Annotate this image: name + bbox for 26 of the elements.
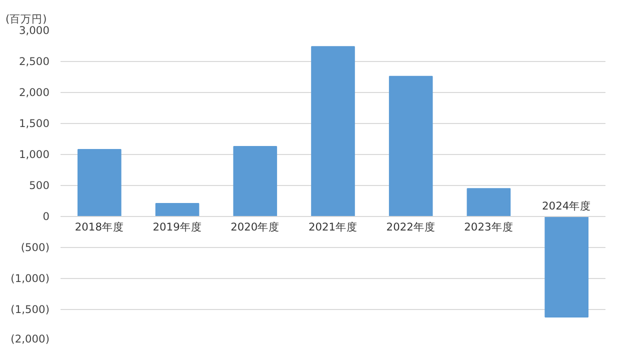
y-tick-label: (1,000)	[10, 272, 50, 285]
x-tick-label: 2022年度	[386, 220, 436, 234]
y-axis-title: (百万円)	[6, 12, 47, 26]
y-tick-label: 1,500	[18, 117, 50, 130]
bar	[155, 202, 200, 217]
bar	[466, 188, 511, 217]
y-tick-label: (500)	[20, 241, 50, 254]
y-tick-label: 2,000	[18, 86, 50, 99]
bar	[78, 149, 122, 217]
y-tick-label: 500	[29, 179, 50, 192]
x-tick-label: 2018年度	[74, 220, 124, 234]
bar	[311, 46, 355, 217]
x-tick-label: 2021年度	[308, 220, 358, 234]
y-tick-label: 2,500	[18, 55, 50, 68]
y-tick-label: 3,000	[18, 24, 50, 37]
y-tick-label: (2,000)	[10, 332, 50, 346]
x-tick-label: 2019年度	[152, 220, 202, 234]
bar	[388, 76, 433, 217]
y-tick-label: (1,500)	[10, 303, 50, 316]
y-tick-label: 1,000	[18, 148, 50, 161]
y-tick-label: 0	[42, 210, 50, 223]
x-tick-label: 2020年度	[230, 220, 280, 234]
x-tick-label: 2023年度	[464, 220, 514, 234]
bar	[544, 216, 588, 318]
x-tick-label: 2024年度	[542, 200, 592, 212]
bar	[233, 146, 278, 217]
